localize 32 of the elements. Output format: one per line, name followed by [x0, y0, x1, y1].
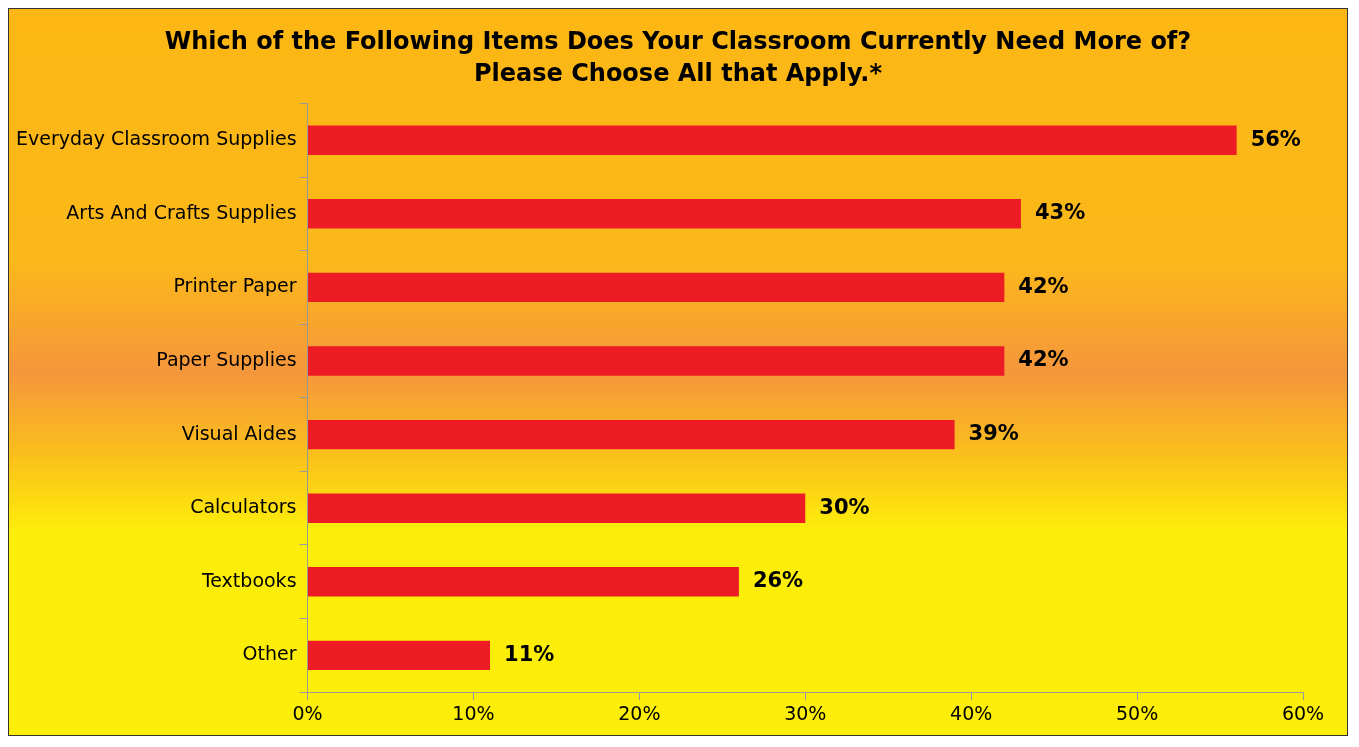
x-tick-label: 10% [452, 701, 495, 724]
x-tick-label: 0% [292, 701, 323, 724]
data-label: 56% [1250, 126, 1301, 151]
x-tick-label: 40% [950, 701, 993, 724]
bar [308, 272, 1005, 303]
bar [308, 125, 1237, 155]
bar [308, 346, 1005, 376]
data-label: 43% [1034, 200, 1086, 225]
y-tick-label: Paper Supplies [156, 347, 297, 370]
x-tick-label: 20% [618, 701, 661, 724]
chart-title: Which of the Following Items Does Your Classroom Currently Need More of? Please Choose All that Apply.* [163, 26, 1193, 89]
x-tick-label: 60% [1281, 701, 1325, 724]
data-label: 11% [504, 641, 555, 666]
x-tick-label: 50% [1115, 701, 1159, 724]
y-tick-label: Printer Paper [173, 274, 297, 297]
data-label: 42% [1018, 273, 1069, 298]
y-tick-label: Calculators [190, 495, 297, 518]
data-label: 26% [752, 568, 804, 593]
data-label: 42% [1018, 347, 1069, 372]
y-tick-label: Visual Aides [181, 421, 297, 444]
bar [308, 419, 955, 450]
y-tick-label: Arts And Crafts Supplies [66, 200, 297, 223]
bar [308, 567, 739, 597]
x-tick-label: 30% [784, 701, 827, 724]
data-label: 30% [819, 494, 870, 519]
bar [308, 493, 806, 523]
y-tick-label: Everyday Classroom Supplies [16, 127, 297, 150]
data-label: 39% [968, 421, 1019, 446]
bar [308, 199, 1021, 229]
bar [308, 640, 491, 671]
y-tick-label: Textbooks [200, 568, 297, 591]
y-tick-label: Other [242, 642, 297, 665]
